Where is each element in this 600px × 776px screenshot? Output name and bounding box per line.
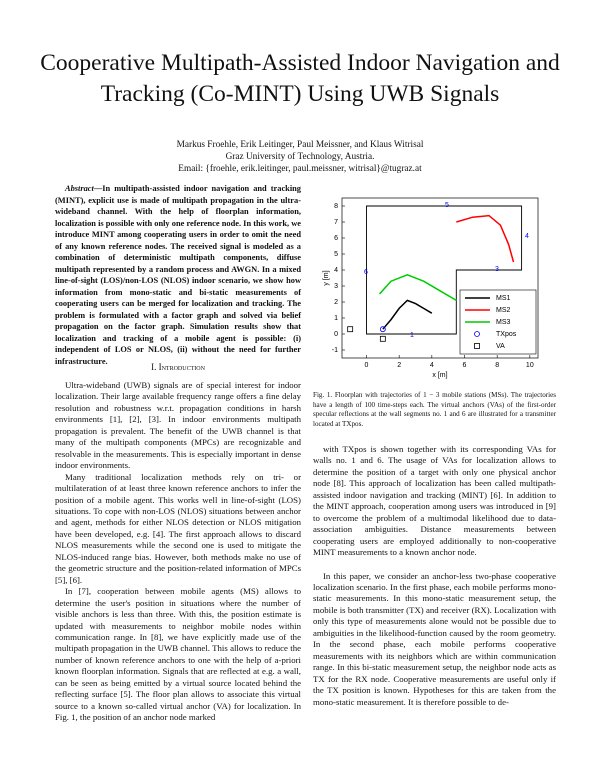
trajectory bbox=[379, 273, 457, 302]
legend-box bbox=[459, 289, 537, 355]
trajectory bbox=[456, 214, 515, 263]
y-tick-label: 6 bbox=[334, 235, 338, 242]
x-tick-label: 0 bbox=[365, 362, 369, 369]
x-tick-label: 2 bbox=[397, 362, 401, 369]
legend-label: MS1 bbox=[496, 295, 511, 302]
legend-label: MS2 bbox=[496, 307, 511, 314]
wall-label: 1 bbox=[410, 332, 414, 339]
legend-label: MS3 bbox=[496, 319, 511, 326]
y-tick-label: 8 bbox=[334, 203, 338, 210]
marker bbox=[379, 326, 386, 333]
paper-title: Cooperative Multipath-Assisted Indoor Na… bbox=[40, 50, 560, 107]
trajectory bbox=[382, 299, 433, 330]
left-column: Ultra-wideband (UWB) signals are of spec… bbox=[55, 380, 301, 724]
paragraph: Many traditional localization methods re… bbox=[55, 471, 301, 585]
marker bbox=[379, 335, 386, 342]
wall-label: 5 bbox=[445, 202, 449, 209]
x-tick-label: 6 bbox=[463, 362, 467, 369]
y-tick-label: 5 bbox=[334, 251, 338, 258]
marker bbox=[347, 326, 354, 333]
figure-caption: Fig. 1. Floorplan with trajectories of 1… bbox=[313, 391, 556, 428]
y-tick-label: 7 bbox=[334, 219, 338, 226]
wall-label: 4 bbox=[525, 233, 529, 240]
authors: Markus Froehle, Erik Leitinger, Paul Mei… bbox=[176, 140, 424, 150]
y-tick-label: -1 bbox=[332, 347, 338, 354]
x-tick-label: 4 bbox=[430, 362, 434, 369]
x-axis-label: x [m] bbox=[432, 372, 447, 379]
abstract-label: Abstract— bbox=[65, 184, 103, 193]
email: Email: {froehle, erik.leitinger, paul.me… bbox=[178, 164, 422, 174]
right-column: with TXpos is shown together with its co… bbox=[313, 444, 556, 708]
section-heading: I. Introduction bbox=[151, 362, 205, 372]
paragraph: In this paper, we consider an anchor-les… bbox=[313, 570, 556, 707]
y-tick-label: 4 bbox=[334, 267, 338, 274]
paragraph: with TXpos is shown together with its co… bbox=[313, 444, 556, 558]
floorplan bbox=[366, 205, 523, 335]
legend-label: VA bbox=[496, 343, 505, 350]
abstract-text: In multipath-assisted indoor navigation … bbox=[55, 184, 301, 366]
wall-label: 3 bbox=[495, 266, 499, 273]
legend-swatch bbox=[474, 331, 480, 337]
y-tick-label: 0 bbox=[334, 331, 338, 338]
x-tick-label: 10 bbox=[526, 362, 534, 369]
y-axis-label: y [m] bbox=[323, 270, 330, 285]
y-tick-label: 1 bbox=[334, 315, 338, 322]
abstract: Abstract—In multipath-assisted indoor na… bbox=[55, 183, 301, 367]
legend-swatch bbox=[474, 343, 480, 349]
wall-label: 6 bbox=[364, 269, 368, 276]
paragraph: In [7], cooperation between mobile agent… bbox=[55, 586, 301, 723]
x-tick-label: 8 bbox=[495, 362, 499, 369]
affiliation: Graz University of Technology, Austria. bbox=[225, 152, 375, 162]
legend-label: TXpos bbox=[496, 331, 517, 338]
y-tick-label: 2 bbox=[334, 299, 338, 306]
plot-frame bbox=[341, 197, 539, 359]
y-tick-label: 3 bbox=[334, 283, 338, 290]
paragraph: Ultra-wideband (UWB) signals are of spec… bbox=[55, 380, 301, 471]
